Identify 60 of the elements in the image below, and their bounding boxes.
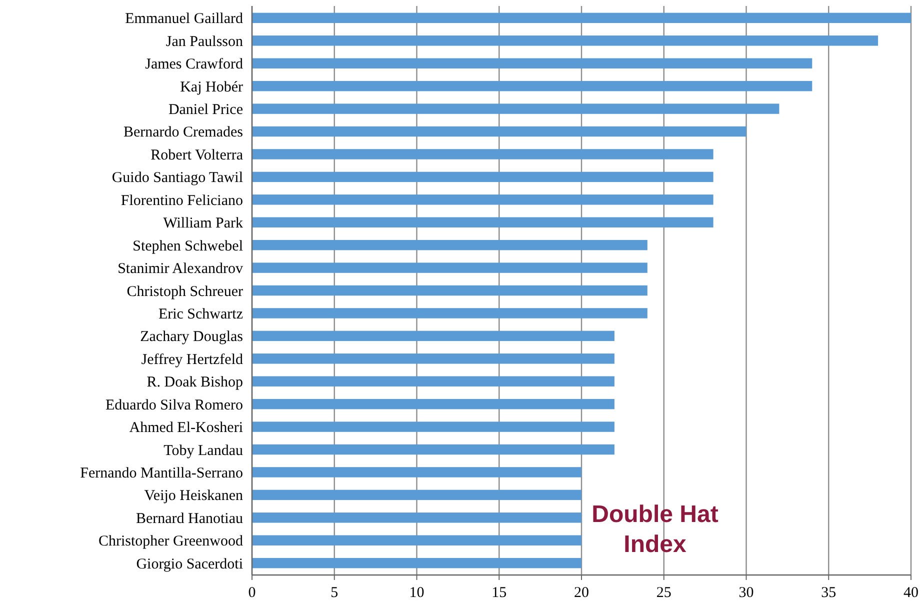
y-tick-label: Christoph Schreuer: [126, 284, 243, 300]
x-tick-label: 25: [656, 585, 672, 601]
y-tick-label: James Crawford: [145, 56, 244, 73]
bar: [252, 104, 780, 114]
y-tick-label: Kaj Hobér: [180, 79, 243, 96]
bar: [252, 12, 911, 24]
bar: [252, 58, 812, 68]
bar: [252, 512, 582, 523]
x-tick-label: 40: [904, 585, 918, 601]
x-tick-label: 20: [574, 585, 589, 601]
y-tick-label: Fernando Mantilla-Serrano: [80, 465, 243, 482]
y-tick-label: Bernard Hanotiau: [136, 510, 244, 527]
x-tick-label: 5: [330, 585, 338, 601]
bar: [252, 422, 614, 432]
bar: [252, 444, 614, 455]
bar: [252, 194, 714, 205]
y-tick-label: Ahmed El-Kosheri: [129, 420, 243, 436]
y-tick-label: Eduardo Silva Romero: [106, 397, 243, 414]
bar: [252, 467, 582, 478]
y-tick-label: Florentino Feliciano: [120, 192, 243, 209]
x-tick-label: 30: [738, 585, 754, 601]
bar: [252, 398, 614, 410]
bar: [252, 80, 812, 92]
y-tick-label: Veijo Heiskanen: [144, 488, 244, 504]
y-tick-label: R. Doak Bishop: [146, 374, 243, 391]
x-tick-label: 15: [492, 585, 507, 601]
y-tick-label: William Park: [163, 216, 244, 232]
bar: [252, 149, 714, 160]
y-tick-label: Stephen Schwebel: [132, 238, 243, 254]
x-tick-label: 10: [409, 585, 424, 601]
bar: [252, 285, 648, 296]
y-tick-label: Zachary Douglas: [140, 329, 244, 346]
y-tick-label: Jan Paulsson: [166, 34, 244, 50]
y-tick-label: Stanimir Alexandrov: [118, 261, 244, 278]
x-tick-label: 35: [821, 585, 836, 601]
x-tick-label: 0: [248, 585, 256, 601]
y-tick-label: Guido Santiago Tawil: [112, 170, 243, 186]
y-tick-label: Daniel Price: [168, 102, 244, 118]
bar: [252, 36, 878, 46]
bar: [252, 262, 648, 273]
y-tick-label: Toby Landau: [164, 442, 244, 459]
y-tick-label: Bernardo Cremades: [123, 124, 244, 141]
bar: [252, 308, 648, 318]
annotation: Double Hat Index: [592, 501, 718, 558]
y-tick-label: Christopher Greenwood: [98, 534, 244, 550]
bar: [252, 376, 614, 386]
bar: [252, 535, 582, 546]
bar: [252, 354, 614, 364]
bar: [252, 217, 714, 228]
bar: [252, 240, 648, 250]
bar: [252, 330, 614, 342]
y-tick-label: Jeffrey Hertzfeld: [141, 352, 244, 368]
y-tick-label: Giorgio Sacerdoti: [136, 556, 243, 572]
bar: [252, 126, 746, 137]
y-tick-label: Eric Schwartz: [158, 306, 244, 322]
bar: [252, 490, 582, 500]
bar: [252, 172, 714, 182]
y-tick-label: Robert Volterra: [150, 147, 244, 164]
y-tick-label: Emmanuel Gaillard: [125, 11, 244, 28]
bar: [252, 558, 582, 568]
